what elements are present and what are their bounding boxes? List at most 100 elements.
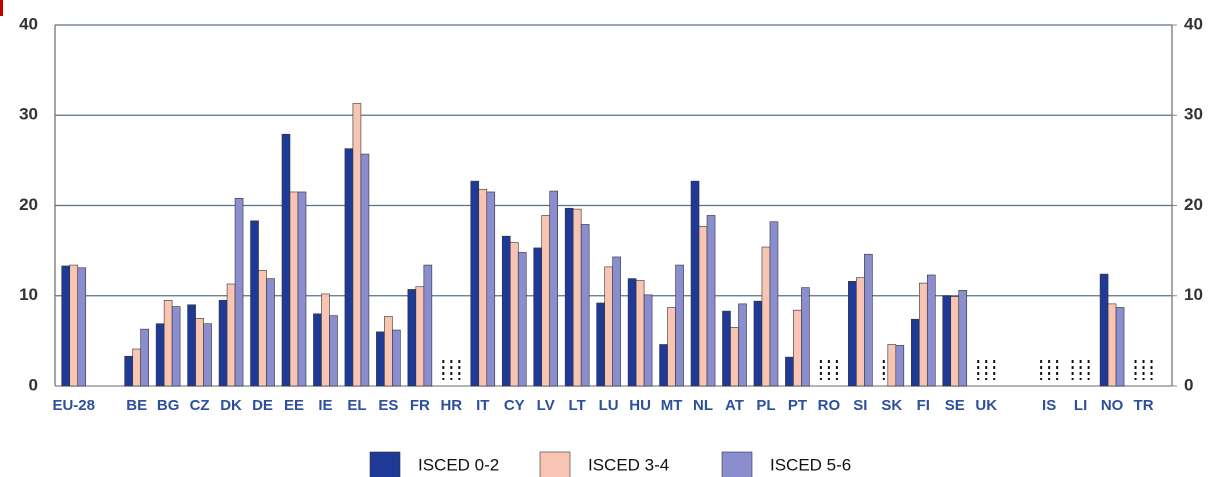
bar	[643, 294, 653, 387]
bar	[958, 290, 968, 387]
bar	[533, 247, 543, 387]
x-tick-label: BG	[157, 397, 180, 414]
legend-label: ISCED 3-4	[588, 455, 669, 474]
x-tick-label: NL	[693, 397, 713, 414]
x-tick-label: CZ	[190, 397, 210, 414]
bar	[517, 252, 527, 387]
bar	[785, 356, 794, 387]
y2-tick-label: 30	[1184, 105, 1203, 124]
x-tick-label: SI	[853, 397, 867, 414]
bar	[698, 225, 708, 387]
bar	[864, 253, 873, 387]
bar	[77, 267, 87, 387]
x-tick-label: CY	[504, 397, 525, 414]
bar	[313, 313, 322, 387]
y2-tick-label: 40	[1184, 14, 1203, 33]
x-tick-label: SK	[881, 397, 902, 414]
bar	[604, 266, 613, 387]
bar	[572, 208, 582, 387]
y2-tick-label: 10	[1184, 285, 1203, 304]
bar	[801, 287, 810, 387]
bar	[659, 344, 668, 387]
bar	[769, 221, 779, 387]
bar	[848, 281, 857, 387]
bar	[226, 283, 236, 387]
bar	[950, 296, 960, 387]
bar	[69, 264, 79, 387]
x-tick-label: DK	[220, 397, 242, 414]
bar	[627, 278, 637, 387]
bar	[580, 224, 590, 387]
x-tick-label: SE	[945, 397, 965, 414]
x-tick-label: PL	[756, 397, 775, 414]
bar	[753, 300, 763, 387]
y-tick-label: 40	[19, 14, 38, 33]
bar	[392, 329, 401, 387]
bar	[793, 309, 802, 387]
bar	[250, 220, 259, 387]
y2-tick-label: 20	[1184, 195, 1203, 214]
bar	[596, 302, 605, 387]
bar	[549, 190, 559, 387]
x-tick-label: AT	[725, 397, 744, 414]
bar	[415, 286, 425, 387]
bar	[730, 327, 739, 387]
x-tick-label: FI	[917, 397, 930, 414]
x-tick-label: FR	[410, 397, 430, 414]
bar	[258, 270, 267, 387]
x-tick-label: EL	[347, 397, 366, 414]
x-tick-label: ES	[378, 397, 398, 414]
bar	[321, 293, 330, 387]
bar	[509, 242, 519, 387]
bar	[706, 215, 716, 387]
bar	[155, 323, 165, 387]
bar	[344, 148, 354, 387]
bar	[124, 355, 133, 387]
x-tick-label: BE	[126, 397, 147, 414]
bar	[1099, 273, 1109, 387]
bar	[1107, 303, 1117, 387]
corner-mark	[0, 0, 3, 16]
legend-swatch	[369, 451, 401, 477]
x-tick-label: LU	[599, 397, 619, 414]
bar	[203, 323, 212, 387]
bar	[942, 295, 952, 387]
bar	[352, 103, 362, 387]
bar	[266, 278, 275, 387]
bar	[895, 345, 905, 387]
x-tick-label: HR	[440, 397, 462, 414]
bar	[218, 299, 228, 387]
x-tick-label: TR	[1134, 397, 1154, 414]
bar	[297, 191, 307, 387]
bar	[281, 133, 291, 387]
x-tick-label: NO	[1101, 397, 1124, 414]
bar	[478, 188, 488, 387]
bar	[486, 191, 496, 387]
bar	[541, 215, 551, 387]
bar	[423, 264, 433, 387]
bar	[384, 316, 393, 387]
x-tick-label: EU-28	[52, 397, 95, 414]
y-tick-label: 10	[19, 285, 38, 304]
x-tick-label: EE	[284, 397, 304, 414]
legend-label: ISCED 0-2	[418, 455, 499, 474]
y-tick-label: 30	[19, 105, 38, 124]
bar	[667, 307, 676, 387]
bar	[690, 180, 700, 387]
bar	[195, 318, 204, 387]
y-tick-label: 0	[29, 375, 38, 394]
bar	[761, 246, 771, 387]
bar	[163, 299, 173, 387]
bar	[501, 235, 511, 387]
x-tick-label: IT	[476, 397, 489, 414]
x-tick-label: MT	[661, 397, 683, 414]
bar	[470, 180, 480, 387]
legend-swatch	[539, 451, 571, 477]
bar	[329, 315, 338, 387]
bar	[360, 153, 370, 387]
x-tick-label: IS	[1042, 397, 1056, 414]
y-tick-label: 20	[19, 195, 38, 214]
x-tick-label: PT	[788, 397, 807, 414]
bar	[910, 318, 920, 387]
